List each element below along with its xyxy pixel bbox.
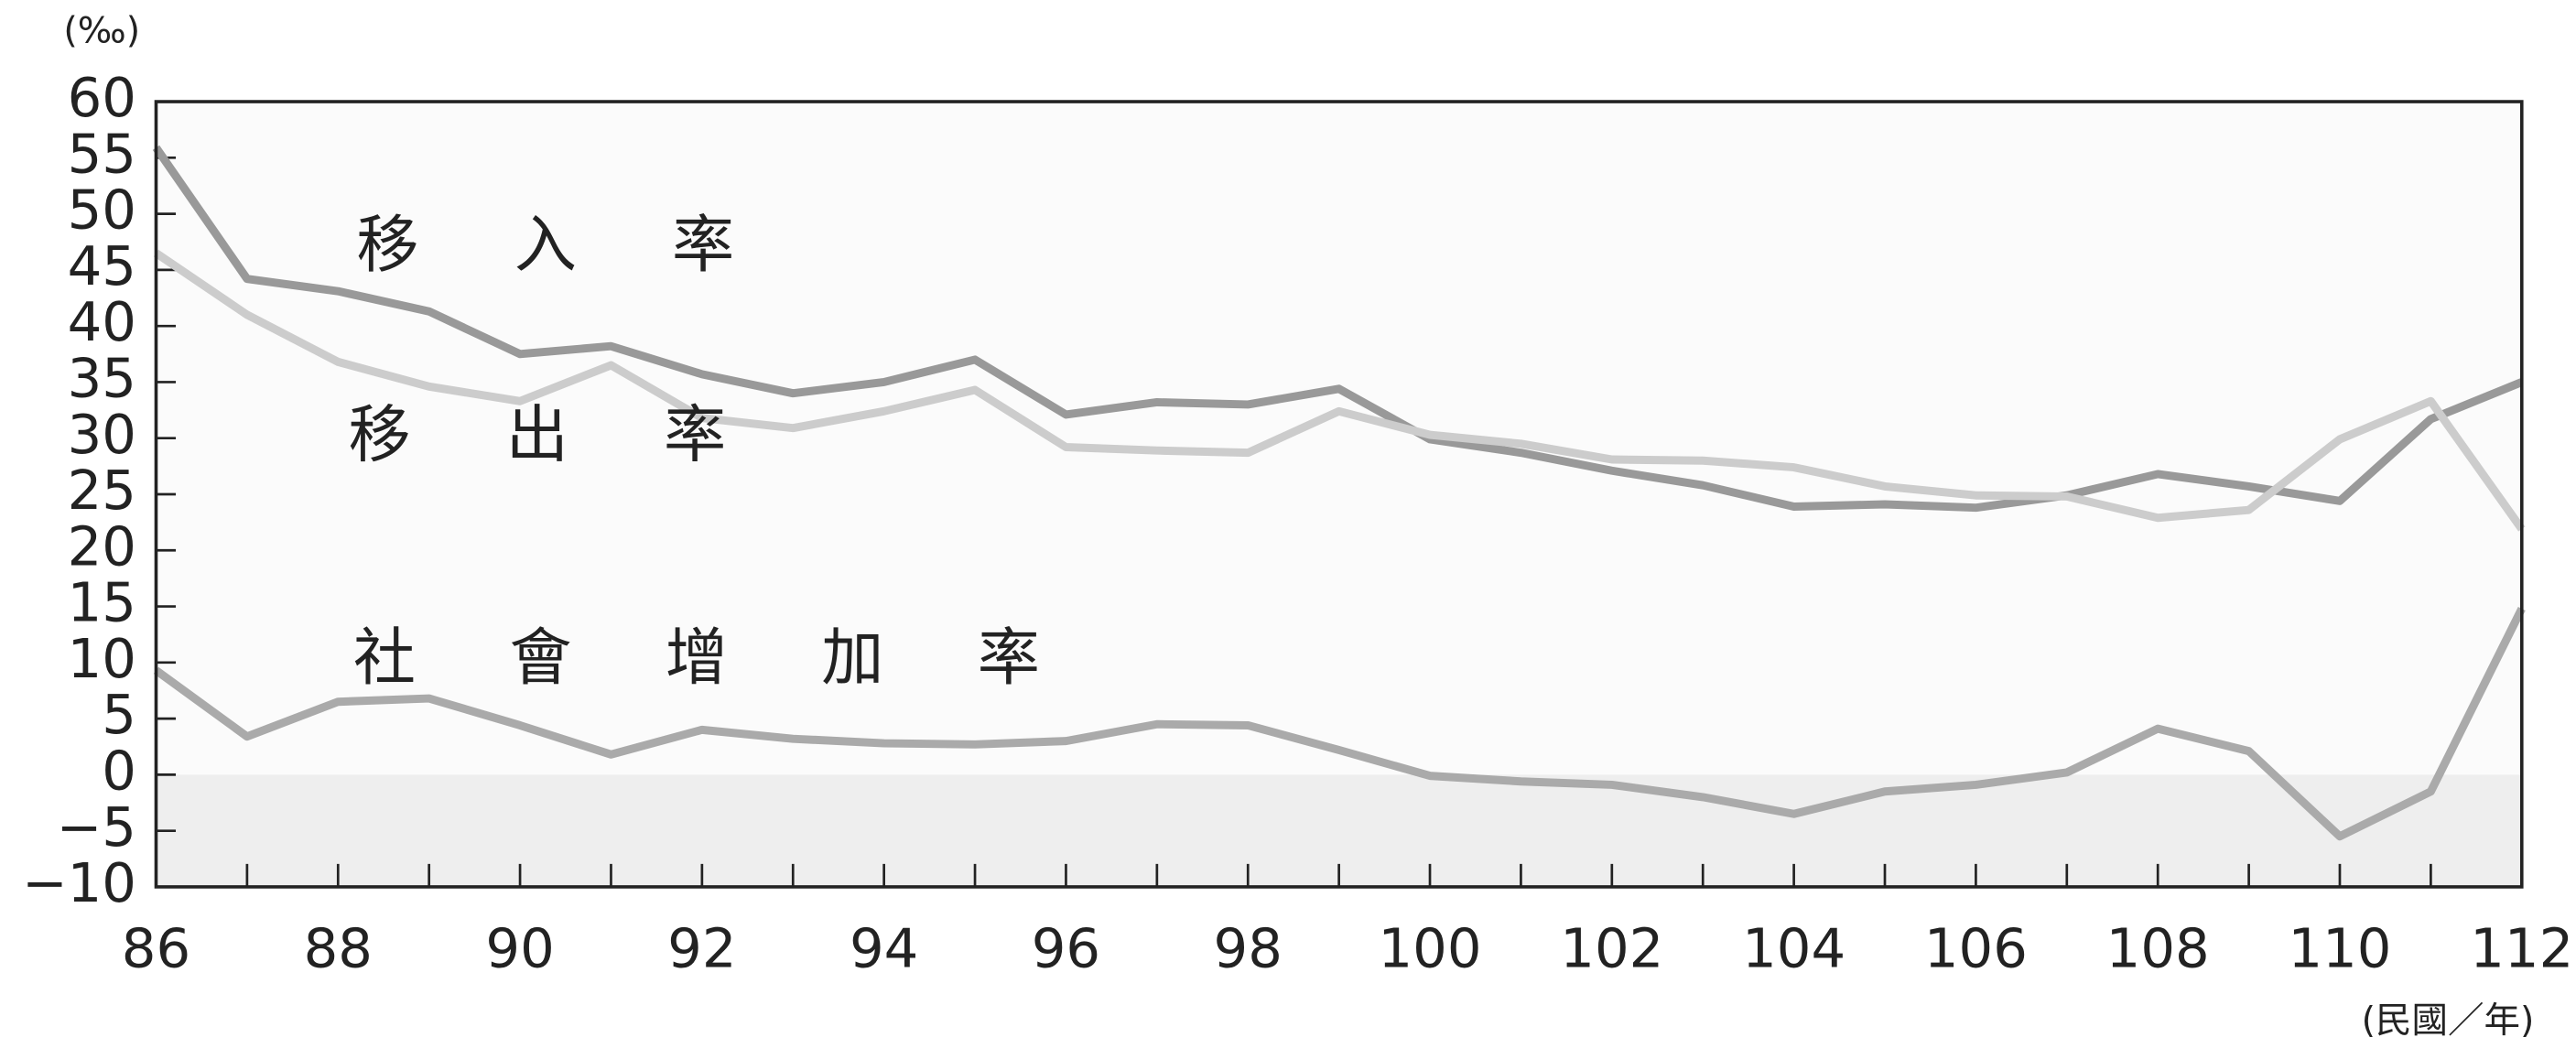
x-tick-label: 102 xyxy=(1560,917,1663,980)
y-unit: (‰) xyxy=(63,9,140,51)
x-tick-label: 86 xyxy=(122,917,190,980)
y-tick-label: −10 xyxy=(22,851,136,914)
series-label: 移入率 xyxy=(356,210,829,282)
y-tick-label: 25 xyxy=(68,459,136,522)
x-tick-label: 94 xyxy=(850,917,918,980)
y-tick-label: 60 xyxy=(68,66,136,129)
y-tick-label: 5 xyxy=(102,683,136,746)
series-line xyxy=(152,145,2524,513)
series-line xyxy=(153,249,2526,532)
y-tick-label: 30 xyxy=(68,403,136,466)
y-tick-label: 50 xyxy=(68,178,136,242)
y-tick-label: −5 xyxy=(57,795,136,859)
x-tick-label: 108 xyxy=(2106,917,2210,980)
x-tick-label: 106 xyxy=(1924,917,2028,980)
x-tick-label: 88 xyxy=(304,917,373,980)
y-tick-label: 45 xyxy=(68,234,136,297)
x-tick-label: 92 xyxy=(667,917,736,980)
x-tick-label: 104 xyxy=(1742,917,1845,980)
series-line xyxy=(153,607,2526,841)
x-tick-label: 96 xyxy=(1032,917,1100,980)
x-tick-label: 112 xyxy=(2470,917,2573,980)
x-tick-label: 98 xyxy=(1214,917,1283,980)
x-tick-label: 90 xyxy=(485,917,554,980)
y-tick-label: 0 xyxy=(102,740,136,803)
series-label: 社會增加率 xyxy=(353,622,1133,695)
x-tick-label: 100 xyxy=(1379,917,1482,980)
plot-background xyxy=(156,102,2522,887)
y-tick-label: 40 xyxy=(68,290,136,353)
y-tick-label: 35 xyxy=(68,347,136,410)
plot-frame xyxy=(154,100,2524,889)
x-tick-label: 110 xyxy=(2288,917,2391,980)
y-tick-label: 55 xyxy=(68,122,136,185)
series-label: 移出率 xyxy=(348,400,821,472)
y-tick-label: 20 xyxy=(68,514,136,578)
y-tick-label: 10 xyxy=(68,627,136,690)
y-tick-label: 15 xyxy=(68,571,136,634)
x-unit: (民國／年) xyxy=(2362,1000,2535,1042)
